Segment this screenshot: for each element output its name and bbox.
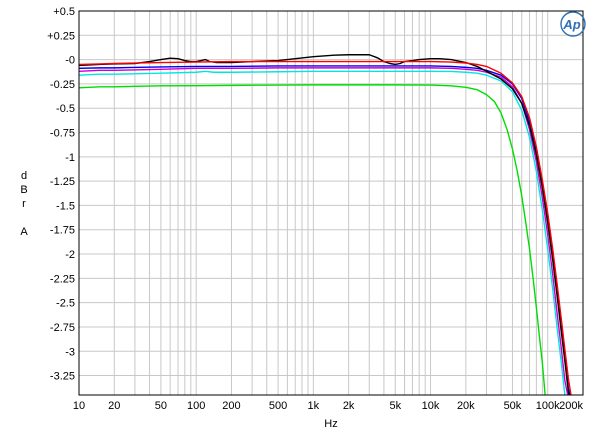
x-tick-label: 100 [187,400,205,412]
series-group [79,54,572,395]
grid [78,10,584,395]
series-line-6 [79,60,572,395]
x-tick-label: 500 [269,400,287,412]
x-tick-labels: 10 20 50 100 200 500 1k 2k 5k 10k 20k 50k 100k 200k [73,400,584,412]
y-tick-label: -1.75 [50,225,75,237]
y-tick-label: -0.5 [56,103,75,115]
y-tick-label: -0.75 [50,128,75,140]
x-tick-label: 10k [422,400,440,412]
y-tick-label: -1.25 [50,176,75,188]
x-tick-label: 2k [343,400,355,412]
y-axis-label-letter: A [20,226,28,238]
x-tick-label: 20k [457,400,475,412]
series-line-5 [79,54,570,395]
y-axis-label-letter: d [21,170,27,182]
y-tick-label: -3.25 [50,371,75,383]
plot-frame [78,10,584,396]
ap-logo: Ap [560,11,586,37]
x-tick-label: 100k [536,400,560,412]
y-tick-label: -1 [65,152,75,164]
y-axis-label-letter: r [22,198,26,210]
x-tick-label: 10 [73,400,85,412]
y-axis-label: dBr A [20,170,28,238]
y-tick-label: -3 [65,346,75,358]
y-tick-label: -0 [65,55,75,67]
series-line-2 [79,70,566,395]
y-tick-label: -2 [65,249,75,261]
x-tick-label: 5k [389,400,401,412]
y-tick-label: +0.25 [47,30,75,42]
ap-logo-text: Ap [562,17,580,32]
ap-logo-ring [560,11,586,37]
y-tick-label: -2.25 [50,273,75,285]
x-tick-label: 200k [559,400,583,412]
x-tick-label: 200 [222,400,240,412]
x-tick-label: 50 [155,400,167,412]
y-tick-labels: +0.5 +0.25 -0 -0.25 -0.5 -0.75 -1 -1.25 -1.5 -1.7… [47,6,75,383]
y-tick-label: -0.25 [50,79,75,91]
x-axis-label: Hz [324,418,337,430]
y-tick-label: -2.5 [56,298,75,310]
y-tick-label: -2.75 [50,322,75,334]
series-line-3 [79,67,569,395]
y-tick-label: -1.5 [56,200,75,212]
series-line-1 [79,84,546,395]
y-tick-label: +0.5 [53,6,75,18]
x-tick-label: 1k [308,400,320,412]
x-tick-label: 50k [504,400,522,412]
y-axis-label-letter: B [20,184,27,196]
x-tick-label: 20 [108,400,120,412]
series-line-4 [79,65,571,395]
